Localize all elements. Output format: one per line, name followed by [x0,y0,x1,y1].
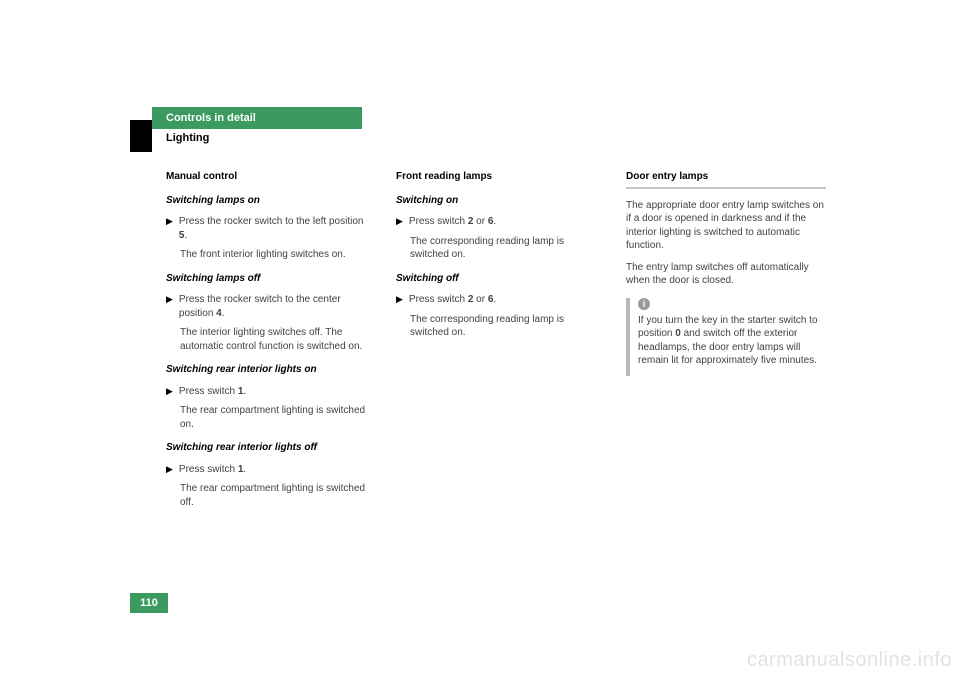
result-rear-on: The rear compartment lighting is switche… [180,404,366,431]
door-entry-paragraph-1: The appropriate door entry lamp switches… [626,199,826,253]
step-text: Press the rocker switch to the center po… [179,293,366,320]
edge-marker-black [130,120,152,152]
result-lamps-on: The front interior lighting switches on. [180,248,366,262]
manual-page: Controls in detail Lighting Manual contr… [0,0,960,678]
step-arrow-icon: ▶ [166,293,173,320]
step-text: Press switch 2 or 6. [409,215,596,229]
column-manual-control: Manual control Switching lamps on ▶ Pres… [166,170,366,517]
info-icon: i [638,298,650,310]
info-vertical-bar [626,298,630,376]
subheading-switching-on: Switching on [396,194,596,208]
subheading-rear-on: Switching rear interior lights on [166,363,366,377]
heading-manual-control: Manual control [166,170,366,184]
step-text: Press switch 1. [179,463,366,477]
step-arrow-icon: ▶ [396,293,403,307]
result-rear-off: The rear compartment lighting is switche… [180,482,366,509]
step-arrow-icon: ▶ [396,215,403,229]
subheading-rear-off: Switching rear interior lights off [166,441,366,455]
subheading-lamps-on: Switching lamps on [166,194,366,208]
step-arrow-icon: ▶ [166,463,173,477]
step-arrow-icon: ▶ [166,385,173,399]
section-heading: Lighting [166,132,209,144]
result-lamps-off: The interior lighting switches off. The … [180,326,366,353]
result-reading-off: The corresponding reading lamp is switch… [410,313,596,340]
step-arrow-icon: ▶ [166,215,173,242]
info-text: If you turn the key in the starter switc… [638,314,826,368]
subheading-switching-off: Switching off [396,272,596,286]
info-note: i If you turn the key in the starter swi… [626,298,826,376]
heading-door-entry-lamps: Door entry lamps [626,170,826,189]
heading-front-reading-lamps: Front reading lamps [396,170,596,184]
step-reading-off: ▶ Press switch 2 or 6. [396,293,596,307]
column-reading-lamps: Front reading lamps Switching on ▶ Press… [396,170,596,348]
column-door-entry: Door entry lamps The appropriate door en… [626,170,826,376]
step-text: Press switch 1. [179,385,366,399]
result-reading-on: The corresponding reading lamp is switch… [410,235,596,262]
step-rear-off: ▶ Press switch 1. [166,463,366,477]
step-rear-on: ▶ Press switch 1. [166,385,366,399]
step-lamps-off: ▶ Press the rocker switch to the center … [166,293,366,320]
step-text: Press switch 2 or 6. [409,293,596,307]
watermark-text: carmanualsonline.info [747,649,952,672]
info-body: i If you turn the key in the starter swi… [638,298,826,376]
step-lamps-on: ▶ Press the rocker switch to the left po… [166,215,366,242]
step-text: Press the rocker switch to the left posi… [179,215,366,242]
door-entry-paragraph-2: The entry lamp switches off automaticall… [626,261,826,288]
chapter-tab: Controls in detail [152,107,362,129]
page-number: 110 [130,593,168,613]
subheading-lamps-off: Switching lamps off [166,272,366,286]
step-reading-on: ▶ Press switch 2 or 6. [396,215,596,229]
